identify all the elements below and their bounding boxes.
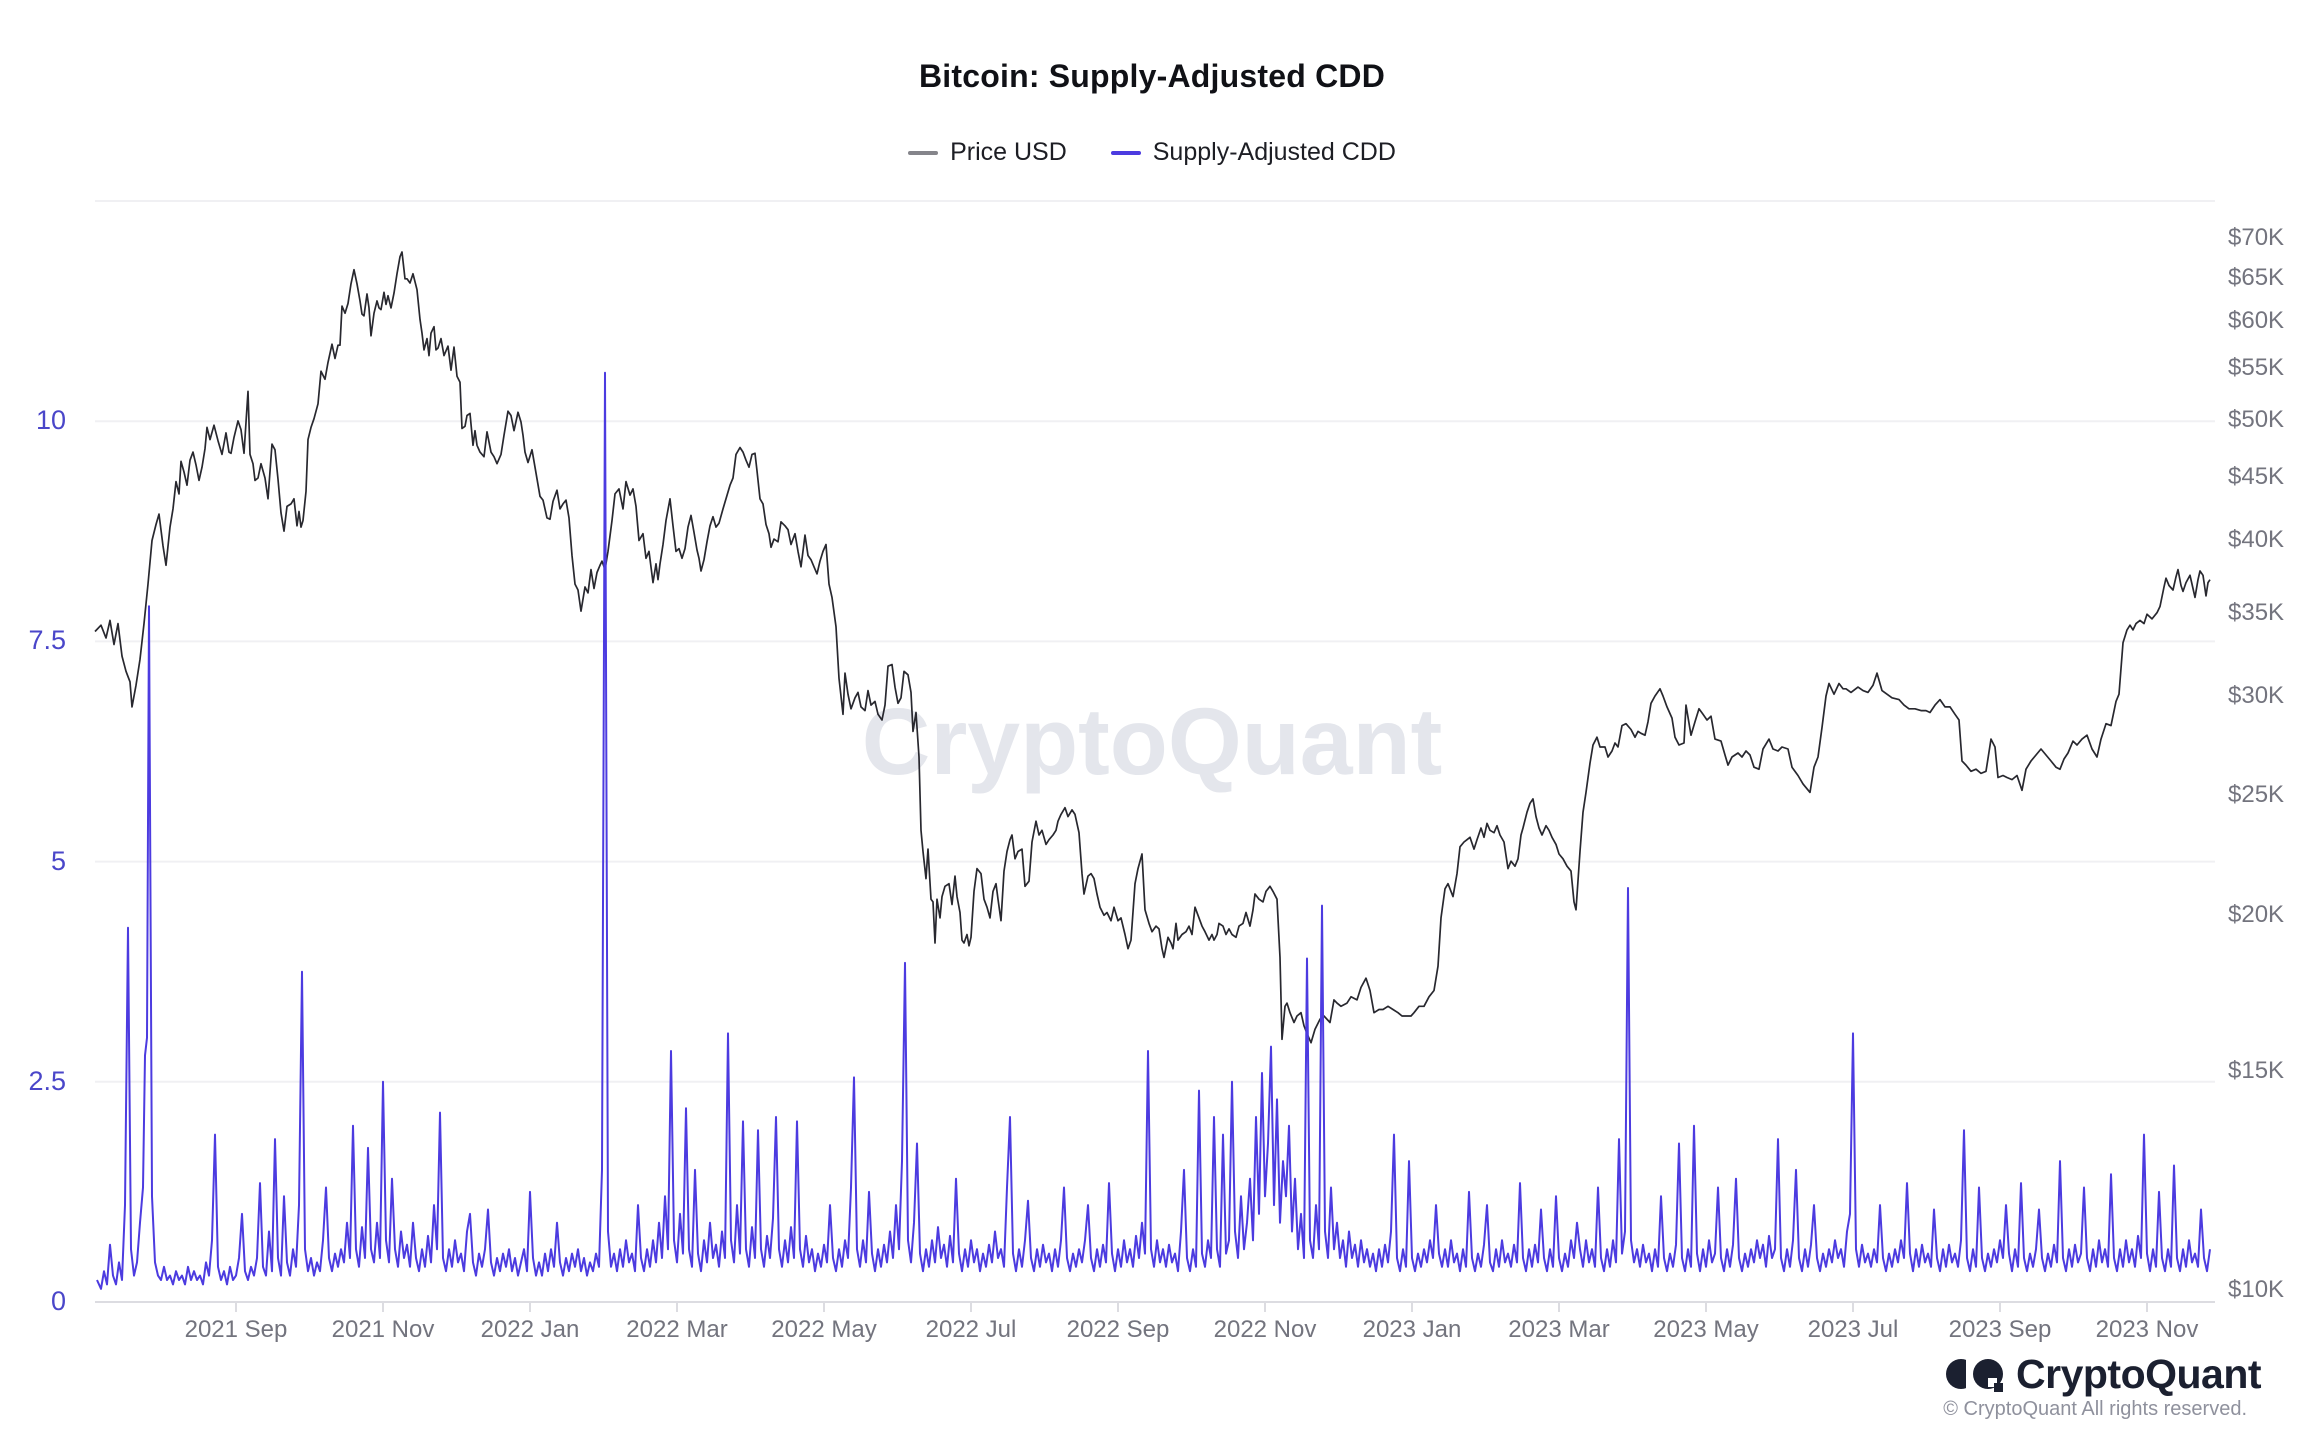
x-axis-tick-label: 2022 Jul xyxy=(925,1316,1017,1343)
right-axis-tick-label: $65K xyxy=(2228,263,2285,291)
copyright-notice: © CryptoQuant All rights reserved. xyxy=(1943,1398,2247,1420)
left-axis-tick-label: 7.5 xyxy=(28,625,66,656)
right-axis-tick-label: $40K xyxy=(2228,526,2285,554)
right-axis-tick-label: $25K xyxy=(2228,780,2285,808)
right-axis-tick-label: $15K xyxy=(2228,1056,2285,1084)
x-axis-tick-label: 2023 Jul xyxy=(1807,1316,1899,1343)
left-axis-tick-label: 0 xyxy=(50,1286,66,1316)
watermark: CryptoQuant xyxy=(861,689,1443,795)
x-axis-tick-label: 2021 Sep xyxy=(184,1316,288,1343)
x-axis-tick-label: 2021 Nov xyxy=(331,1316,435,1343)
legend-item-price[interactable]: Price USD xyxy=(908,138,1067,167)
cryptoquant-logo-icon xyxy=(1946,1357,2003,1392)
right-axis-tick-label: $45K xyxy=(2228,462,2285,490)
right-axis-tick-label: $60K xyxy=(2228,307,2285,335)
x-axis-tick-label: 2022 Sep xyxy=(1066,1316,1170,1343)
legend-label-cdd: Supply-Adjusted CDD xyxy=(1152,138,1396,166)
chart-title: Bitcoin: Supply-Adjusted CDD xyxy=(918,58,1386,94)
x-axis-tick-label: 2022 Mar xyxy=(626,1316,728,1343)
x-axis-tick-label: 2023 May xyxy=(1653,1316,1759,1343)
left-axis-tick-label: 10 xyxy=(35,405,66,436)
x-axis-tick-label: 2023 Sep xyxy=(1948,1316,2052,1343)
price-usd-line xyxy=(94,251,2211,1044)
right-axis-tick-label: $30K xyxy=(2228,681,2285,709)
price-line-swatch-icon xyxy=(908,150,939,155)
brand-name: CryptoQuant xyxy=(2016,1350,2262,1397)
legend-label-price: Price USD xyxy=(950,138,1067,166)
x-axis-tick-label: 2023 Mar xyxy=(1508,1316,1610,1343)
x-axis-tick-label: 2023 Jan xyxy=(1362,1316,1462,1343)
legend-item-cdd[interactable]: Supply-Adjusted CDD xyxy=(1110,138,1396,167)
legend: Price USD Supply-Adjusted CDD xyxy=(0,138,2304,167)
left-axis-tick-label: 5 xyxy=(50,845,66,876)
x-axis-tick-label: 2023 Nov xyxy=(2095,1316,2199,1343)
right-axis-tick-label: $35K xyxy=(2228,598,2285,626)
right-axis-tick-label: $50K xyxy=(2228,405,2285,433)
x-axis-tick-label: 2022 Jan xyxy=(480,1316,580,1343)
x-axis-tick-label: 2022 May xyxy=(771,1316,877,1343)
x-axis-tick-label: 2022 Nov xyxy=(1213,1316,1317,1343)
right-axis-tick-label: $10K xyxy=(2228,1276,2285,1303)
right-axis-tick-label: $55K xyxy=(2228,354,2285,382)
right-axis-tick-label: $20K xyxy=(2228,901,2285,929)
cdd-line-swatch-icon xyxy=(1110,150,1141,155)
supply-adjusted-cdd-line xyxy=(96,371,2211,1290)
right-axis-tick-label: $70K xyxy=(2228,223,2285,251)
left-axis-tick-label: 2.5 xyxy=(28,1065,66,1096)
cryptoquant-brand[interactable]: CryptoQuant xyxy=(1946,1348,2262,1400)
